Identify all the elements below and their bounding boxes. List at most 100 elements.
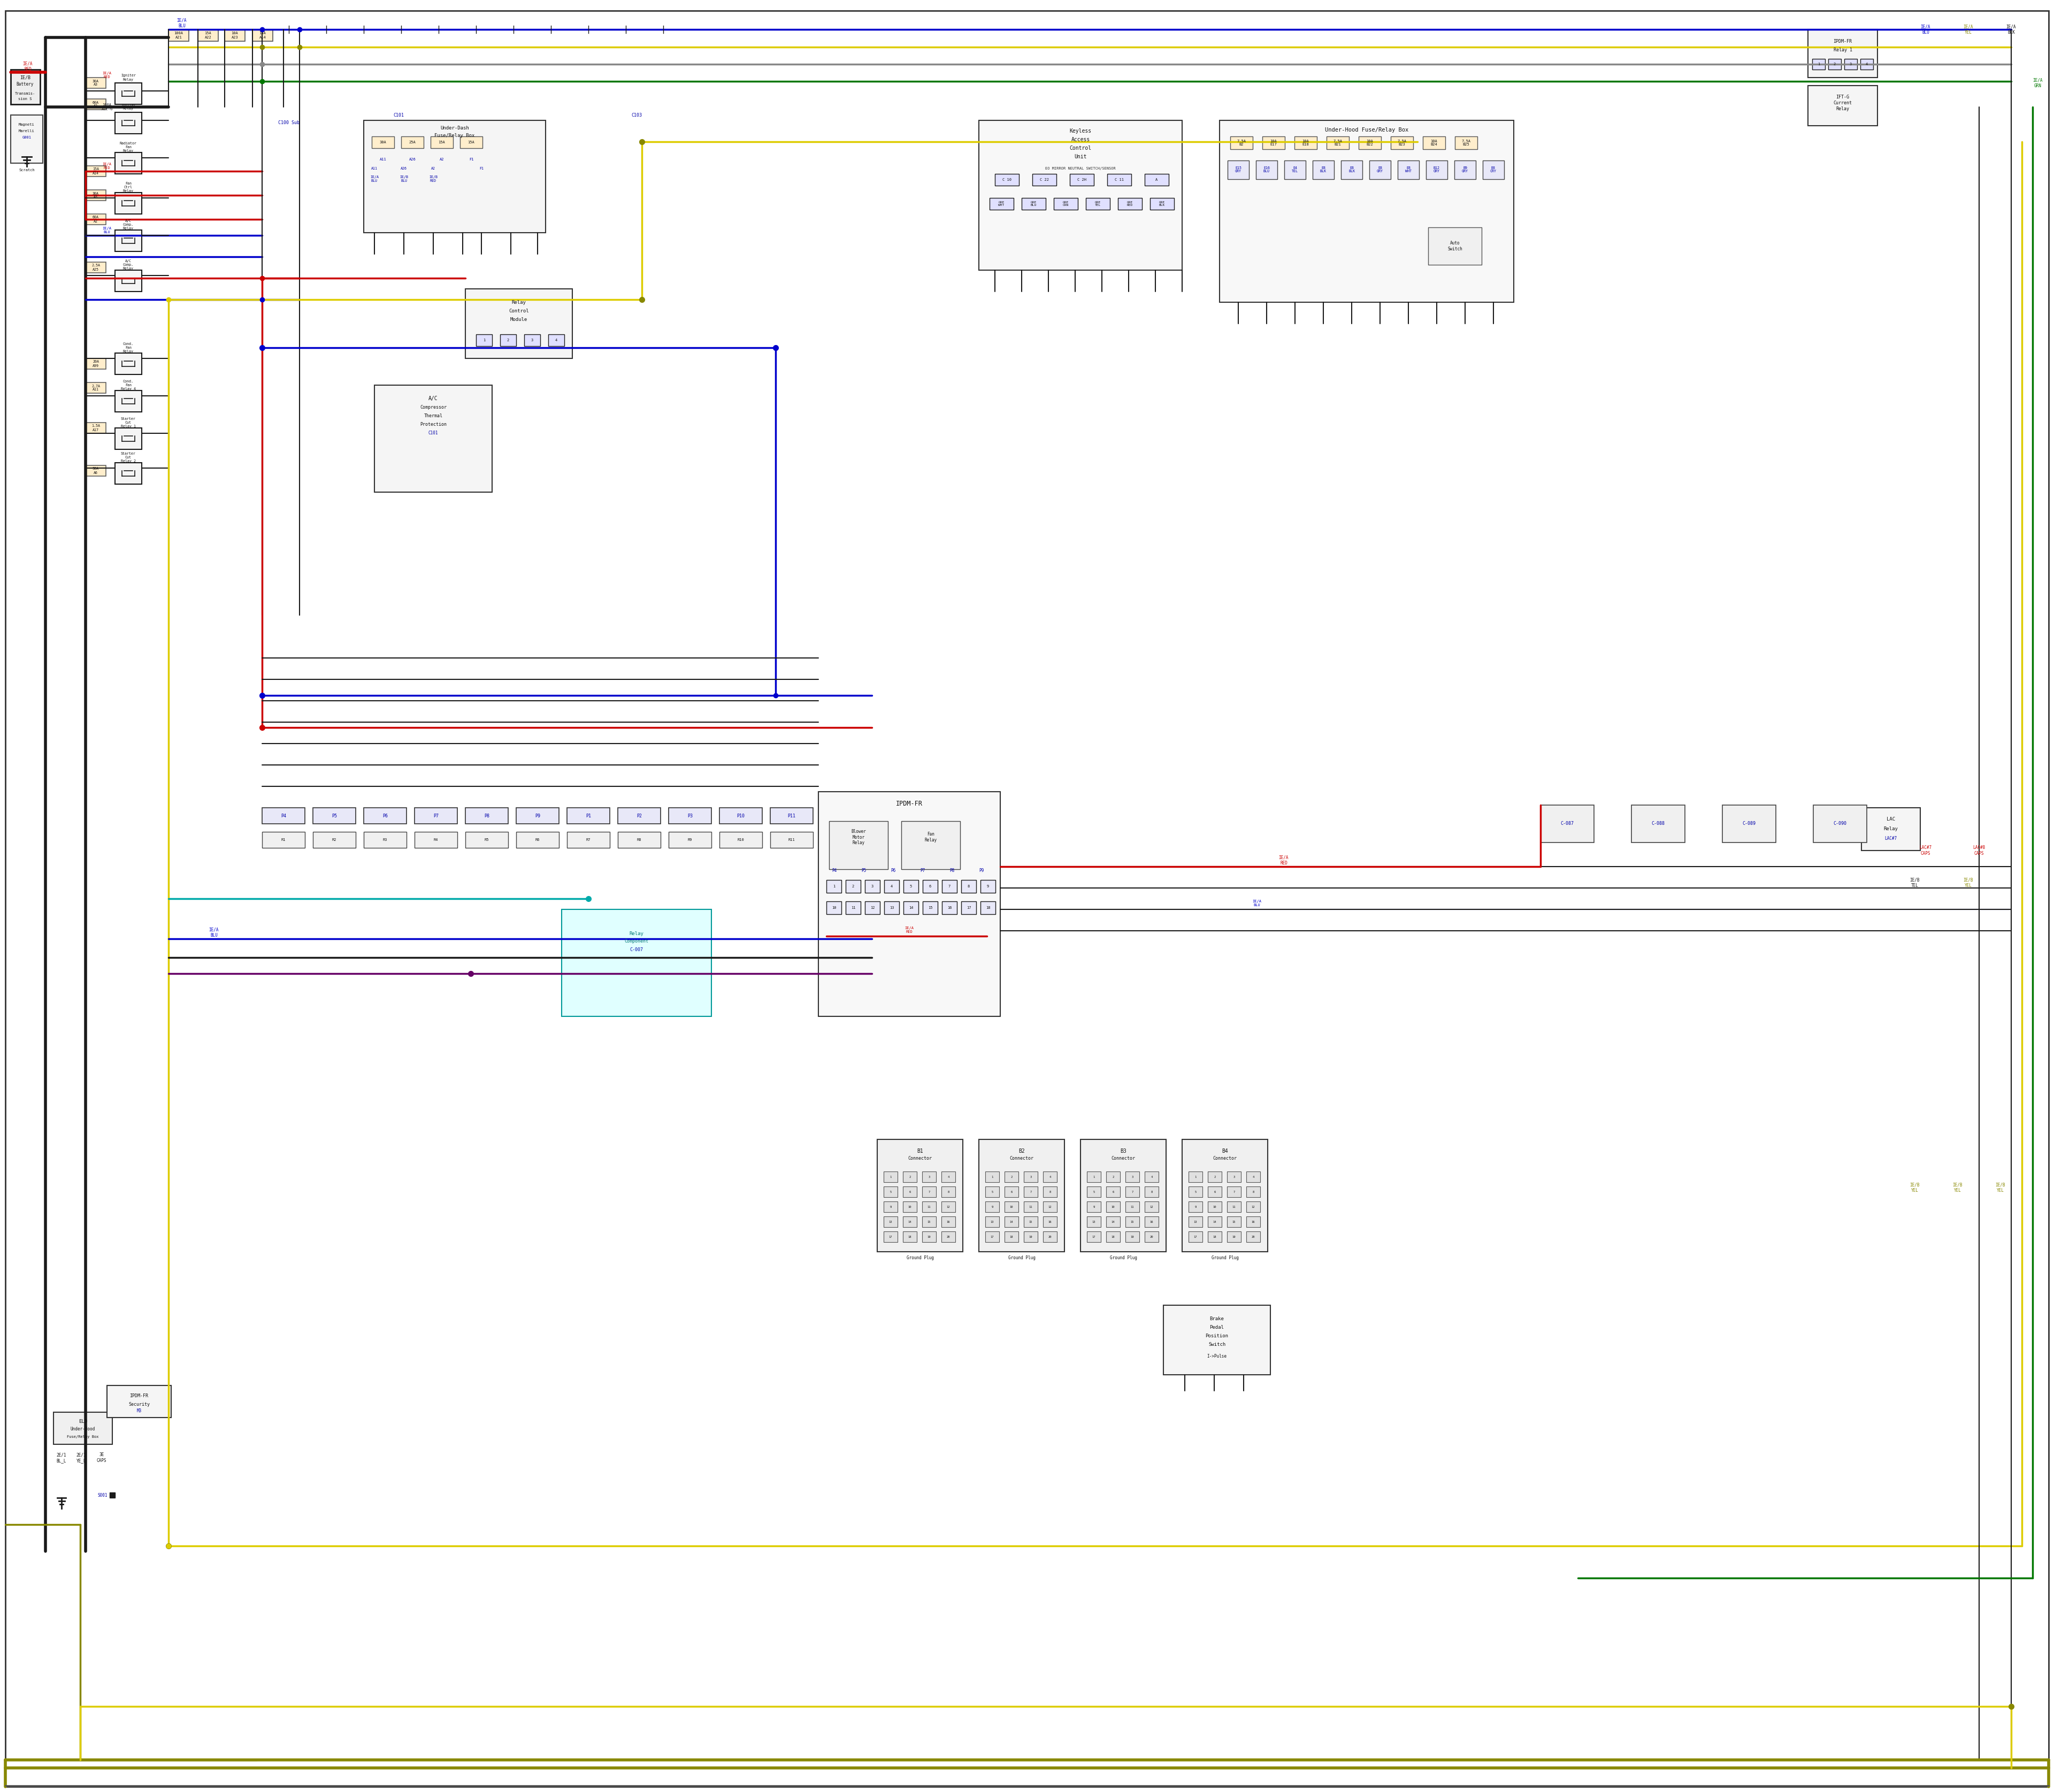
- Text: Under-Hood: Under-Hood: [70, 1426, 94, 1432]
- Text: 2.7A
A11: 2.7A A11: [92, 383, 101, 391]
- Bar: [466, 808, 507, 824]
- Bar: [904, 1172, 916, 1183]
- Text: 16: 16: [1048, 1220, 1052, 1224]
- Bar: [883, 1217, 898, 1228]
- Bar: [86, 213, 107, 224]
- Bar: [670, 831, 711, 848]
- Bar: [499, 335, 516, 346]
- Text: P7: P7: [920, 869, 924, 873]
- Text: Compressor: Compressor: [419, 405, 446, 410]
- Text: P9: P9: [980, 869, 984, 873]
- Bar: [372, 136, 394, 149]
- Bar: [1189, 1217, 1202, 1228]
- Text: 11: 11: [1232, 1206, 1237, 1208]
- Bar: [1189, 1201, 1202, 1211]
- Text: IE/A
RED: IE/A RED: [103, 163, 111, 168]
- Bar: [1247, 1201, 1261, 1211]
- Text: A2: A2: [431, 167, 435, 170]
- Bar: [1043, 1231, 1058, 1242]
- Bar: [1087, 197, 1109, 210]
- Bar: [922, 880, 939, 892]
- Bar: [1144, 1201, 1158, 1211]
- Text: IE/B
RED: IE/B RED: [429, 176, 438, 183]
- Bar: [115, 192, 142, 213]
- Text: 15A: 15A: [438, 142, 446, 143]
- Text: Control: Control: [509, 308, 530, 314]
- Bar: [1087, 1231, 1101, 1242]
- Text: Position: Position: [1206, 1333, 1228, 1339]
- Text: E8
GRY: E8 GRY: [1376, 167, 1382, 174]
- Bar: [883, 1201, 898, 1211]
- Bar: [312, 808, 355, 824]
- Bar: [922, 1172, 937, 1183]
- Bar: [1284, 161, 1306, 179]
- Text: 19: 19: [926, 1235, 930, 1238]
- Text: F1: F1: [479, 167, 483, 170]
- Text: Igniter
Relay: Igniter Relay: [121, 104, 136, 111]
- Text: Marelli: Marelli: [18, 129, 35, 133]
- Bar: [770, 831, 813, 848]
- Text: Keyless: Keyless: [1070, 129, 1091, 134]
- Bar: [1087, 1172, 1101, 1183]
- Bar: [168, 29, 189, 41]
- Text: 20: 20: [1150, 1235, 1154, 1238]
- Bar: [986, 1172, 998, 1183]
- Text: 30A
A3: 30A A3: [92, 79, 99, 86]
- Text: 18: 18: [1011, 1235, 1013, 1238]
- Text: 14: 14: [1011, 1220, 1013, 1224]
- Text: 16: 16: [1251, 1220, 1255, 1224]
- Bar: [263, 831, 304, 848]
- Text: 20: 20: [1251, 1235, 1255, 1238]
- Bar: [943, 901, 957, 914]
- Text: 4: 4: [555, 339, 557, 342]
- Bar: [826, 880, 842, 892]
- Bar: [86, 77, 107, 88]
- Text: 20: 20: [947, 1235, 951, 1238]
- Bar: [516, 808, 559, 824]
- Bar: [86, 190, 107, 201]
- Bar: [197, 29, 218, 41]
- Bar: [477, 335, 493, 346]
- Bar: [1043, 1201, 1058, 1211]
- Bar: [1126, 1231, 1140, 1242]
- Bar: [1126, 1217, 1140, 1228]
- Bar: [364, 808, 407, 824]
- Text: GRE
RED: GRE RED: [1128, 201, 1132, 206]
- Bar: [1341, 161, 1362, 179]
- Text: A2: A2: [440, 158, 444, 161]
- Text: Fuse/Relay Box: Fuse/Relay Box: [435, 133, 474, 138]
- Bar: [1263, 136, 1286, 149]
- Text: Ground Plug: Ground Plug: [1009, 1256, 1035, 1260]
- Text: C100 Sub: C100 Sub: [277, 120, 300, 125]
- Text: 13: 13: [889, 907, 893, 909]
- Bar: [431, 136, 454, 149]
- Bar: [516, 831, 559, 848]
- Bar: [1021, 197, 1045, 210]
- Bar: [1033, 174, 1056, 186]
- Bar: [1844, 59, 1857, 70]
- Bar: [943, 880, 957, 892]
- Text: Under-Hood Fuse/Relay Box: Under-Hood Fuse/Relay Box: [1325, 127, 1409, 133]
- Text: 3: 3: [532, 339, 534, 342]
- Bar: [1358, 136, 1380, 149]
- Text: IE/B
BLU: IE/B BLU: [401, 176, 409, 183]
- Text: C103: C103: [631, 113, 641, 118]
- Bar: [1247, 1217, 1261, 1228]
- Bar: [548, 335, 565, 346]
- Text: IE/B
YEL: IE/B YEL: [1964, 878, 1974, 887]
- Text: Magneti: Magneti: [18, 124, 35, 125]
- Text: 18: 18: [1214, 1235, 1216, 1238]
- Text: C 22: C 22: [1039, 177, 1050, 181]
- Text: Cond.
Fan
Relay: Cond. Fan Relay: [123, 342, 134, 353]
- Text: Ground Plug: Ground Plug: [1109, 1256, 1136, 1260]
- Text: A/C: A/C: [429, 396, 438, 401]
- Bar: [1023, 1217, 1037, 1228]
- Bar: [86, 358, 107, 369]
- Bar: [904, 880, 918, 892]
- Bar: [1391, 136, 1413, 149]
- Bar: [1144, 1231, 1158, 1242]
- Text: P6: P6: [382, 814, 388, 819]
- Bar: [986, 1186, 998, 1197]
- Text: Relay 1: Relay 1: [1834, 47, 1853, 52]
- Bar: [1540, 805, 1594, 842]
